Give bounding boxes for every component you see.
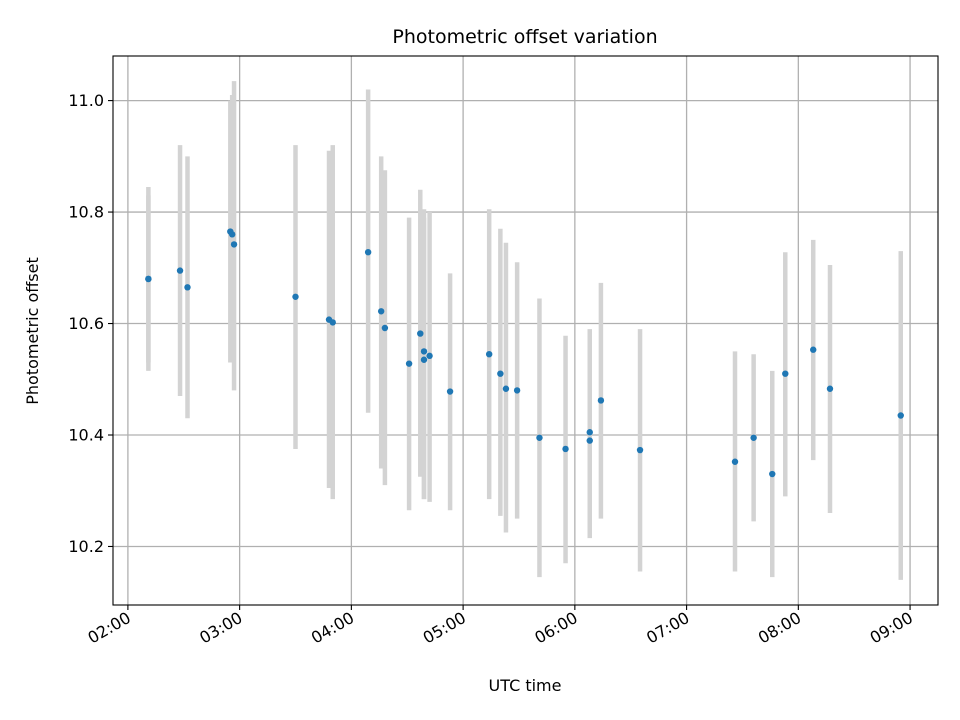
y-tick-label: 10.4 [68,426,104,445]
data-point [377,308,385,315]
data-point [292,293,299,300]
data-point [897,412,904,419]
data-point [536,434,543,441]
data-point [826,385,834,392]
data-point [497,370,504,377]
y-tick-label: 10.8 [68,203,104,222]
y-tick-label: 10.6 [68,314,104,333]
data-point [769,470,776,478]
data-point [597,397,605,404]
data-point [230,241,238,248]
data-point [426,352,433,360]
data-point [562,445,569,453]
data-point [364,248,372,256]
data-point [405,360,413,367]
data-point [381,324,389,332]
data-point [145,275,152,283]
data-point [184,284,191,291]
data-point [446,388,454,395]
data-point [417,330,424,337]
data-points [145,228,904,478]
data-point [586,437,593,444]
data-point [586,429,593,436]
data-point [485,350,493,358]
data-point [420,356,428,363]
data-point [810,346,817,353]
plot-frame [112,55,939,606]
y-tick-label: 10.2 [68,537,104,556]
y-axis-label: Photometric offset [23,257,42,405]
data-point [420,348,428,355]
x-axis-label: UTC time [489,676,562,695]
chart-title: Photometric offset variation [392,26,657,48]
data-point [782,370,789,377]
data-point [502,385,510,392]
y-tick-label: 11.0 [68,91,104,110]
data-point [750,434,757,441]
data-point [513,387,521,394]
data-point [731,458,739,465]
data-point [176,267,184,274]
data-point [228,231,236,238]
grid-lines [113,56,938,605]
data-point [636,446,644,454]
data-point [329,319,336,326]
